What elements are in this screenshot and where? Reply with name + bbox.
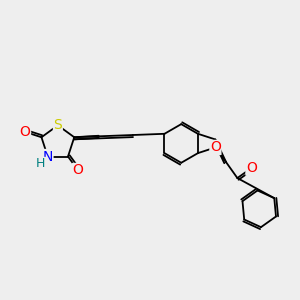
Text: N: N bbox=[43, 149, 53, 164]
Text: H: H bbox=[36, 158, 46, 170]
Text: S: S bbox=[53, 118, 62, 132]
Text: O: O bbox=[246, 161, 257, 175]
Text: O: O bbox=[210, 140, 221, 154]
Text: O: O bbox=[73, 164, 84, 178]
Text: O: O bbox=[20, 125, 31, 139]
